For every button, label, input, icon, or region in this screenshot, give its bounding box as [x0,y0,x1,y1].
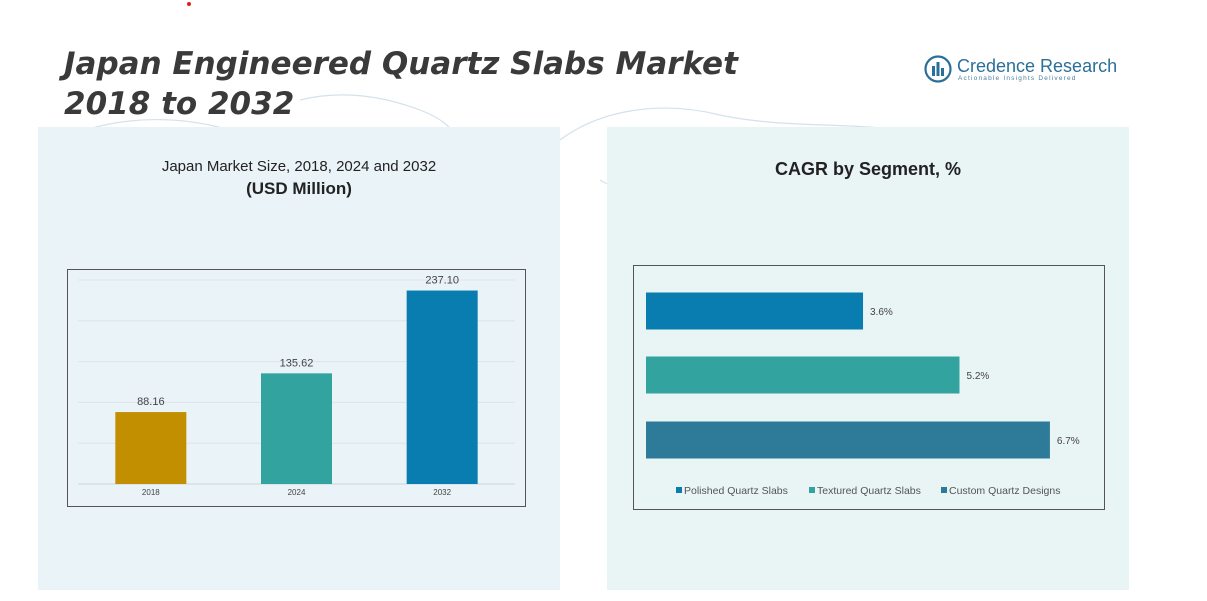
bar-2018 [115,412,187,484]
title-line-2: 2018 to 2032 [64,86,295,122]
market-size-unit: (USD Million) [246,179,352,198]
legend-swatch [809,487,815,493]
title-line-1: Japan Engineered Quartz Slabs Market [64,46,738,82]
cagr-subtitle: CAGR by Segment, % [774,159,962,179]
cagr-value-label: 3.6% [870,307,893,318]
cagr-bar [646,356,960,394]
bar-2032 [406,290,478,484]
legend-swatch [941,487,947,493]
legend-swatch [676,487,682,493]
cagr-value-label: 6.7% [1057,436,1080,447]
bar-value-label: 237.10 [425,275,459,287]
logo-name: Credence Research [957,56,1118,76]
bar-2024 [261,373,332,484]
red-marker-dot [187,2,191,6]
cagr-bar [646,421,1050,459]
x-tick-label: 2018 [142,488,160,497]
legend-label: Custom Quartz Designs [949,485,1060,497]
cagr-chart-svg: 3.6% 5.2% 6.7% Polished Quartz Slabs Texture… [646,292,1080,497]
cagr-bar [646,292,864,330]
cagr-value-label: 5.2% [966,371,989,382]
bar-value-label: 88.16 [137,396,165,408]
cagr-chart: 3.6% 5.2% 6.7% Polished Quartz Slabs Texture… [633,265,1105,510]
legend-label: Polished Quartz Slabs [684,485,788,497]
market-size-subtitle: Japan Market Size, 2018, 2024 and 2032 [161,158,437,175]
logo-tagline: Actionable Insights Delivered [958,75,1077,82]
credence-logo[interactable]: Credence Research Actionable Insights De… [924,55,1118,87]
market-size-chart-svg: 88.16 2018 135.62 2024 237.10 2032 [78,275,515,497]
bar-value-label: 135.62 [280,357,314,369]
page-title: Japan Engineered Quartz Slabs Market 201… [64,44,738,124]
x-tick-label: 2024 [288,488,306,497]
legend-label: Textured Quartz Slabs [817,485,921,497]
x-tick-label: 2032 [433,488,451,497]
market-size-chart: 88.16 2018 135.62 2024 237.10 2032 [67,269,526,507]
credence-logo-icon [924,55,952,83]
